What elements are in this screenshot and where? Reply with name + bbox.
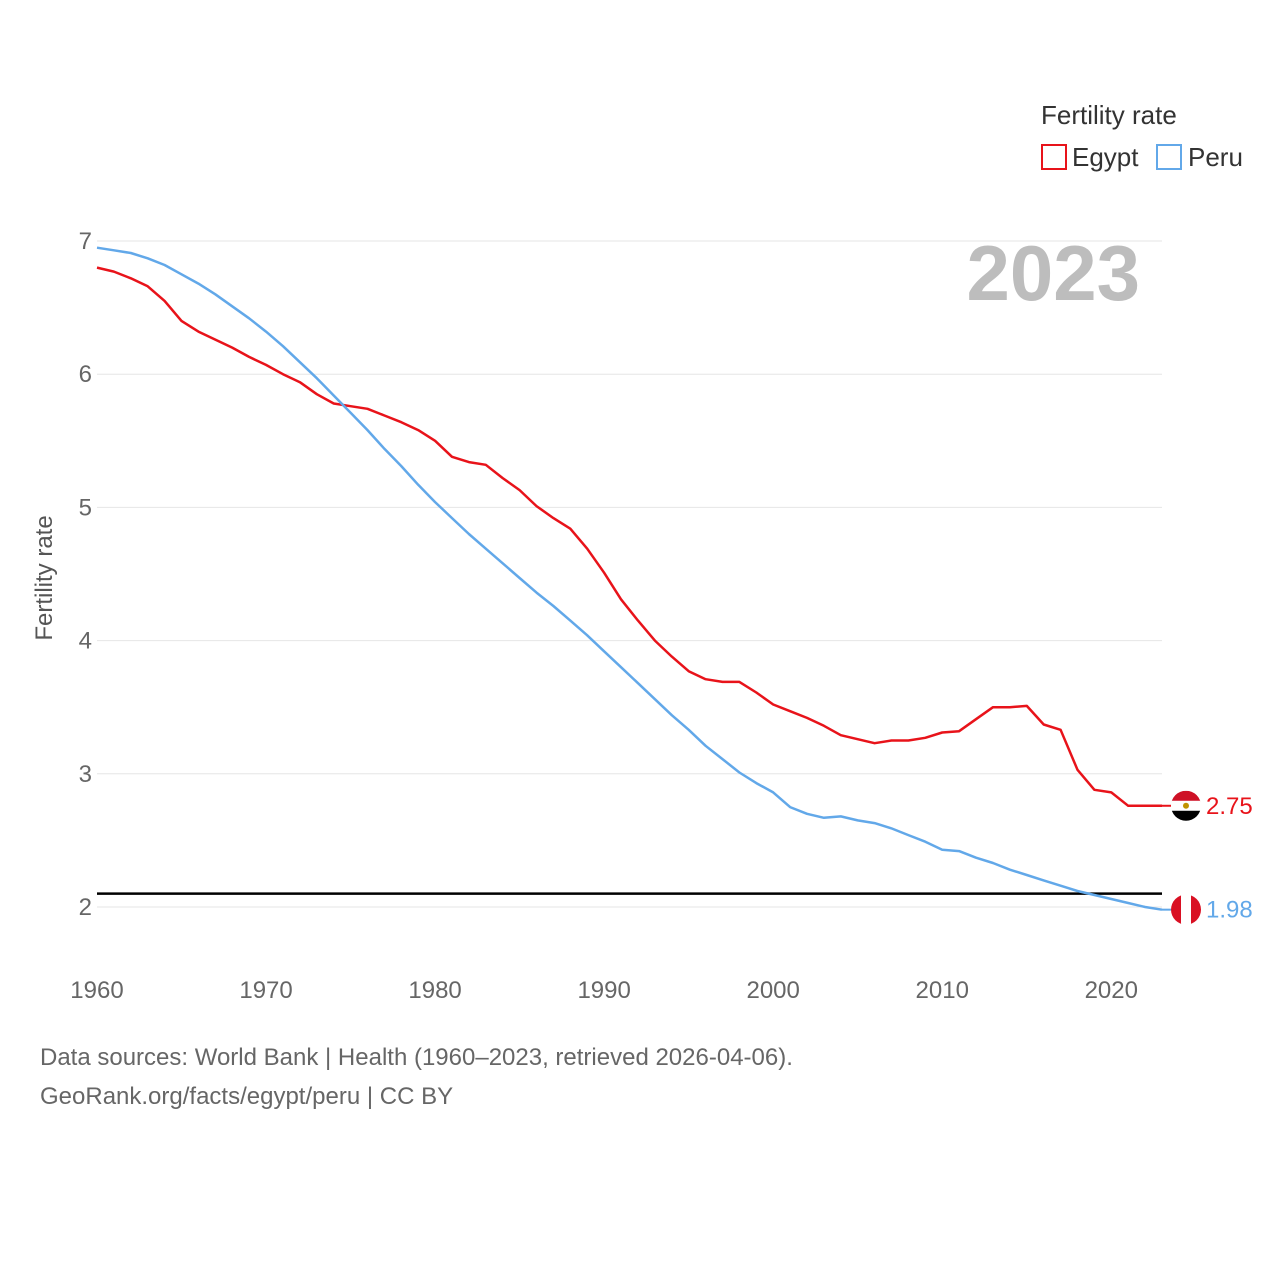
end-markers: 2.75 1.98 (1162, 790, 1253, 925)
legend-title: Fertility rate (1041, 100, 1177, 130)
flag-emblem (1183, 802, 1189, 809)
series-line-egypt (96, 266, 1162, 808)
x-tick-label: 1990 (577, 977, 630, 1004)
flag-stripe (1191, 894, 1201, 925)
x-tick-label: 1960 (70, 977, 123, 1004)
flag-egypt-icon (1171, 790, 1201, 821)
y-tick-label: 5 (79, 494, 92, 521)
x-tick-label: 1970 (239, 977, 292, 1004)
y-tick-label: 4 (79, 628, 92, 655)
legend-label-egypt: Egypt (1072, 142, 1139, 172)
series-line-peru (96, 246, 1163, 911)
x-tick-label: 1980 (408, 977, 461, 1004)
y-axis-ticks: 2 3 4 5 6 7 (79, 228, 92, 921)
y-tick-label: 3 (79, 761, 92, 788)
flag-stripe (1171, 790, 1201, 802)
flag-stripe (1171, 894, 1182, 925)
x-axis-ticks: 1960 1970 1980 1990 2000 2010 2020 (70, 977, 1138, 1004)
footer-sources: Data sources: World Bank | Health (1960–… (40, 1044, 793, 1071)
flag-peru-icon (1171, 894, 1201, 925)
legend-swatch-egypt (1041, 144, 1067, 170)
legend-label-peru: Peru (1188, 142, 1243, 172)
flag-stripe (1171, 810, 1201, 821)
y-tick-label: 7 (79, 228, 92, 255)
year-label: 2023 (966, 229, 1140, 317)
legend: Fertility rate Egypt Peru (1041, 100, 1243, 172)
end-value-label-egypt: 2.75 (1206, 793, 1253, 820)
gridlines (97, 240, 1162, 908)
y-axis-title: Fertility rate (31, 515, 58, 640)
legend-swatch-peru (1156, 144, 1182, 170)
flag-stripe (1181, 894, 1192, 925)
fertility-rate-chart: 2 3 4 5 6 7 1960 1970 1980 1990 2000 2010 2020 2.75… (31, 100, 1253, 1004)
end-value-label-peru: 1.98 (1206, 897, 1253, 924)
y-tick-label: 2 (79, 894, 92, 921)
series-lines (96, 246, 1163, 911)
x-tick-label: 2020 (1085, 977, 1138, 1004)
footer-attribution: GeoRank.org/facts/egypt/peru | CC BY (40, 1083, 454, 1110)
y-tick-label: 6 (79, 361, 92, 388)
x-tick-label: 2010 (916, 977, 969, 1004)
x-tick-label: 2000 (746, 977, 799, 1004)
